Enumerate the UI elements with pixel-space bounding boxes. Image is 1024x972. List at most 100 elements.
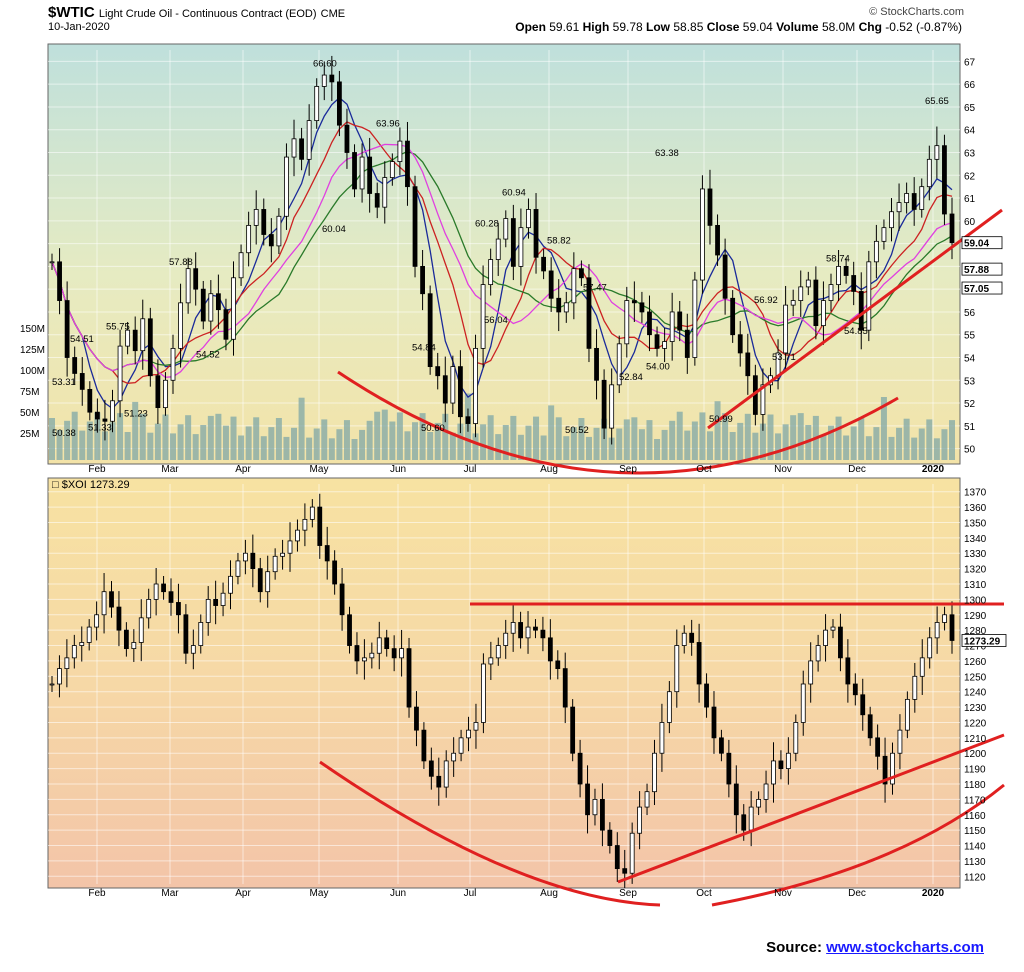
volume-bar xyxy=(616,428,623,460)
volume-bar xyxy=(858,417,865,460)
candle-body xyxy=(64,657,70,670)
y-tick-label: 1280 xyxy=(964,626,987,637)
candle-body xyxy=(927,637,933,659)
candle-body xyxy=(624,300,630,345)
last-value-label: 59.04 xyxy=(964,239,989,250)
candle-body xyxy=(711,706,717,739)
candle-body xyxy=(949,614,955,641)
candle-body xyxy=(291,138,297,158)
candle-body xyxy=(71,645,77,659)
volume-bar xyxy=(56,429,63,460)
volume-bar xyxy=(381,409,388,460)
price-annotation: 54.52 xyxy=(196,350,220,361)
last-value-box xyxy=(961,236,1003,250)
candle-body xyxy=(414,706,419,731)
panel-2-bg xyxy=(47,477,961,889)
candle-body xyxy=(760,384,766,415)
price-annotation: 53.71 xyxy=(772,352,796,363)
candle-body xyxy=(533,209,539,258)
candle-body xyxy=(309,506,315,520)
volume-bar xyxy=(328,438,335,460)
candle-body xyxy=(609,384,615,429)
volume-bar xyxy=(359,429,366,460)
trendline-rising xyxy=(707,208,1003,430)
y-tick-label: 56 xyxy=(964,308,976,319)
volume-bar xyxy=(124,432,131,460)
ema165-line xyxy=(51,143,953,378)
x-tick-label: Jun xyxy=(390,464,406,475)
y-tick-label: 1180 xyxy=(964,780,986,791)
candle-body xyxy=(183,614,189,654)
price-annotation: 50.60 xyxy=(421,423,445,434)
candle-body xyxy=(295,529,300,542)
candle-body xyxy=(49,261,55,264)
volume-bar xyxy=(525,425,532,460)
volume-bar xyxy=(880,397,887,460)
candle-body xyxy=(131,642,137,650)
candle-body xyxy=(458,737,464,754)
volume-bar xyxy=(396,412,403,460)
source-credit: Source: www.stockcharts.com xyxy=(766,939,984,956)
ohlc-high: High 59.78 xyxy=(582,20,647,34)
last-value-label: 1273.29 xyxy=(964,636,1001,647)
candle-body xyxy=(771,760,776,785)
candle-body xyxy=(897,729,903,754)
volume-bar xyxy=(744,413,751,460)
candle-body xyxy=(555,660,561,670)
candle-body xyxy=(934,622,940,639)
x-tick-label: Aug xyxy=(540,464,558,475)
y-tick-label: 1350 xyxy=(964,518,987,529)
candle-body xyxy=(594,347,599,381)
candle-body xyxy=(715,224,720,256)
candle-body xyxy=(102,418,108,422)
candle-body xyxy=(586,277,592,349)
candle-body xyxy=(510,218,516,267)
volume-bar xyxy=(510,415,517,460)
candle-body xyxy=(299,138,304,160)
candle-body xyxy=(601,379,607,429)
candle-body xyxy=(473,722,479,731)
candle-body xyxy=(851,275,857,292)
price-annotation: 53.31 xyxy=(52,377,76,388)
candle-body xyxy=(745,352,751,377)
candle-body xyxy=(778,760,784,770)
price-annotation: 54.00 xyxy=(646,362,670,373)
ma100-line xyxy=(51,121,953,384)
candle-body xyxy=(268,234,274,247)
volume-bar xyxy=(654,439,661,460)
y-tick-label: 53 xyxy=(964,376,976,387)
candle-body xyxy=(518,227,524,267)
candle-body xyxy=(242,552,248,562)
volume-bar xyxy=(548,405,555,460)
volume-tick-label: 25M xyxy=(20,429,39,440)
price-annotation: 55.75 xyxy=(106,322,130,333)
y-tick-label: 50 xyxy=(964,445,976,456)
volume-bar xyxy=(835,416,842,460)
candle-body xyxy=(86,626,92,643)
candle-body xyxy=(631,300,637,304)
price-annotation: 65.65 xyxy=(925,96,949,107)
candle-body xyxy=(442,375,448,404)
candle-body xyxy=(860,694,866,716)
x-tick-label: Mar xyxy=(161,888,179,899)
volume-bar xyxy=(495,434,502,460)
candle-body xyxy=(87,388,93,413)
volume-bar xyxy=(79,430,86,460)
y-tick-label: 1270 xyxy=(964,642,987,653)
candle-body xyxy=(361,657,367,662)
price-annotation: 60.94 xyxy=(502,187,526,198)
candle-body xyxy=(830,626,836,631)
volume-bar xyxy=(941,429,948,460)
volume-bar xyxy=(449,432,456,460)
candle-body xyxy=(548,270,554,299)
volume-bar xyxy=(117,413,124,460)
candle-body xyxy=(176,602,181,616)
candle-body xyxy=(692,279,698,358)
volume-bar xyxy=(185,415,192,460)
volume-bar xyxy=(926,419,933,460)
candle-body xyxy=(374,193,380,208)
volume-bar xyxy=(162,414,169,460)
candle-body xyxy=(790,300,796,306)
source-link[interactable]: www.stockcharts.com xyxy=(826,939,984,956)
volume-bar xyxy=(676,411,683,460)
